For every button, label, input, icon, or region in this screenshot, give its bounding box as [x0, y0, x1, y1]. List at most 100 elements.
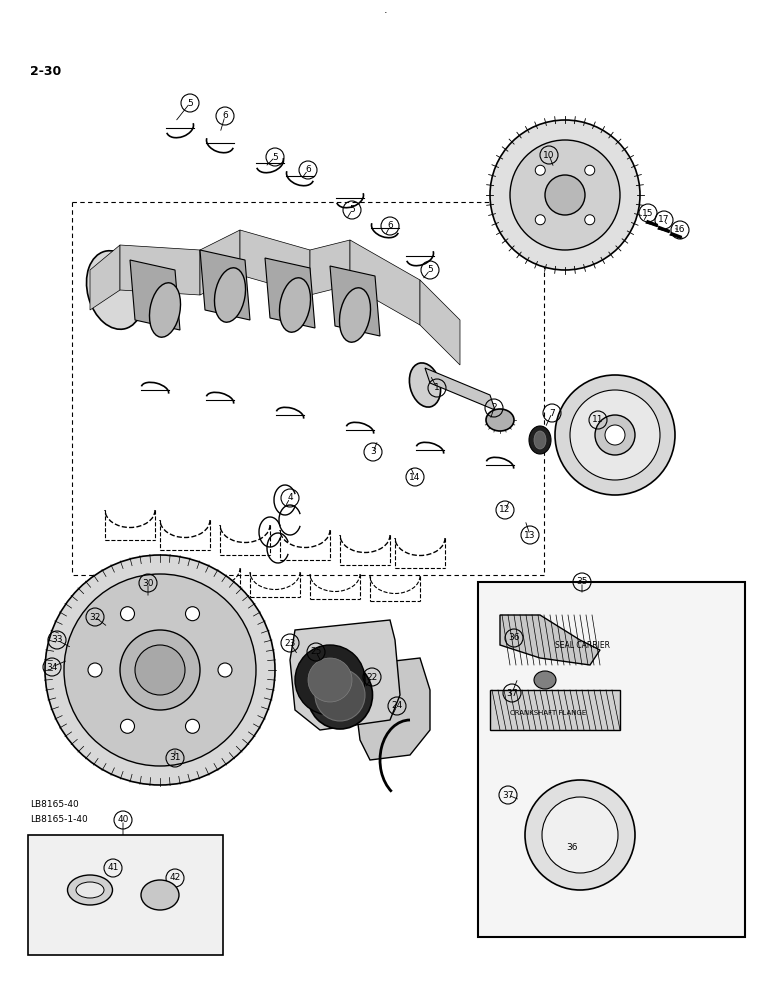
Text: 7: 7	[549, 408, 555, 418]
Text: 37: 37	[503, 790, 513, 800]
Polygon shape	[130, 260, 180, 330]
Polygon shape	[490, 690, 620, 730]
Circle shape	[88, 663, 102, 677]
Text: SEAL CARRIER: SEAL CARRIER	[555, 641, 610, 650]
Polygon shape	[500, 615, 600, 665]
Polygon shape	[240, 230, 310, 295]
Text: 3: 3	[370, 448, 376, 456]
Text: 5: 5	[187, 99, 193, 107]
Ellipse shape	[529, 426, 551, 454]
Ellipse shape	[279, 278, 310, 332]
Ellipse shape	[141, 880, 179, 910]
Circle shape	[535, 215, 545, 225]
Circle shape	[295, 645, 365, 715]
Ellipse shape	[76, 882, 104, 898]
Polygon shape	[120, 245, 200, 295]
Text: 37: 37	[506, 688, 518, 698]
Polygon shape	[200, 230, 240, 295]
Text: 34: 34	[46, 662, 58, 672]
Text: 2-30: 2-30	[30, 65, 61, 78]
Text: 11: 11	[592, 416, 604, 424]
Circle shape	[45, 555, 275, 785]
Text: 13: 13	[524, 530, 536, 540]
Text: 23: 23	[284, 639, 296, 648]
Circle shape	[555, 375, 675, 495]
Text: 41: 41	[107, 863, 119, 872]
Text: 14: 14	[409, 473, 421, 482]
Text: 31: 31	[169, 754, 181, 762]
Ellipse shape	[67, 875, 113, 905]
Polygon shape	[420, 280, 460, 365]
Text: 17: 17	[659, 216, 670, 225]
Text: 15: 15	[642, 209, 654, 218]
Text: 1: 1	[434, 383, 440, 392]
Text: 5: 5	[272, 152, 278, 161]
Ellipse shape	[215, 268, 245, 322]
Polygon shape	[355, 658, 430, 760]
Circle shape	[185, 607, 199, 621]
Circle shape	[308, 658, 352, 702]
Ellipse shape	[534, 671, 556, 689]
Text: 36: 36	[566, 842, 577, 852]
Circle shape	[120, 630, 200, 710]
Text: 12: 12	[499, 506, 511, 514]
Circle shape	[185, 719, 199, 733]
Text: 30: 30	[142, 578, 154, 587]
Text: 5: 5	[427, 265, 433, 274]
Circle shape	[218, 663, 232, 677]
Text: 36: 36	[508, 634, 520, 643]
Ellipse shape	[486, 409, 514, 431]
Circle shape	[542, 797, 618, 873]
Text: 2: 2	[491, 403, 497, 412]
Text: LB8165-40: LB8165-40	[30, 800, 79, 809]
Circle shape	[120, 719, 134, 733]
Text: 6: 6	[222, 111, 228, 120]
Text: 22: 22	[367, 672, 378, 682]
Ellipse shape	[150, 283, 181, 337]
Text: 24: 24	[391, 702, 403, 710]
Polygon shape	[90, 245, 120, 310]
Text: 40: 40	[117, 816, 129, 824]
FancyBboxPatch shape	[478, 582, 745, 937]
Polygon shape	[330, 266, 380, 336]
Polygon shape	[350, 240, 420, 325]
Polygon shape	[200, 250, 250, 320]
Ellipse shape	[340, 288, 371, 342]
Circle shape	[490, 120, 640, 270]
Ellipse shape	[315, 669, 365, 721]
Circle shape	[584, 165, 594, 175]
Circle shape	[595, 415, 635, 455]
Text: 16: 16	[674, 226, 686, 234]
Polygon shape	[265, 258, 315, 328]
Circle shape	[535, 165, 545, 175]
Circle shape	[510, 140, 620, 250]
Circle shape	[545, 175, 585, 215]
Polygon shape	[290, 620, 400, 730]
Ellipse shape	[307, 661, 373, 729]
Circle shape	[570, 390, 660, 480]
Text: 6: 6	[305, 165, 311, 174]
Ellipse shape	[534, 431, 546, 449]
Circle shape	[605, 425, 625, 445]
Text: 32: 32	[90, 612, 100, 621]
Text: LB8165-1-40: LB8165-1-40	[30, 815, 88, 824]
Circle shape	[64, 574, 256, 766]
Polygon shape	[425, 368, 495, 410]
Circle shape	[135, 645, 185, 695]
Text: 4: 4	[287, 493, 293, 502]
Circle shape	[525, 780, 635, 890]
Text: 10: 10	[543, 150, 555, 159]
Ellipse shape	[409, 363, 441, 407]
FancyBboxPatch shape	[28, 835, 223, 955]
Text: CRANKSHAFT FLANGE: CRANKSHAFT FLANGE	[510, 710, 586, 716]
Circle shape	[584, 215, 594, 225]
Text: 5: 5	[349, 206, 355, 215]
Text: 6: 6	[387, 222, 393, 231]
Text: 35: 35	[576, 578, 587, 586]
Polygon shape	[310, 240, 350, 295]
Text: 42: 42	[169, 874, 181, 882]
Text: .: .	[384, 5, 388, 15]
Text: 33: 33	[51, 636, 63, 645]
Ellipse shape	[86, 251, 144, 329]
Text: 25: 25	[310, 648, 322, 656]
